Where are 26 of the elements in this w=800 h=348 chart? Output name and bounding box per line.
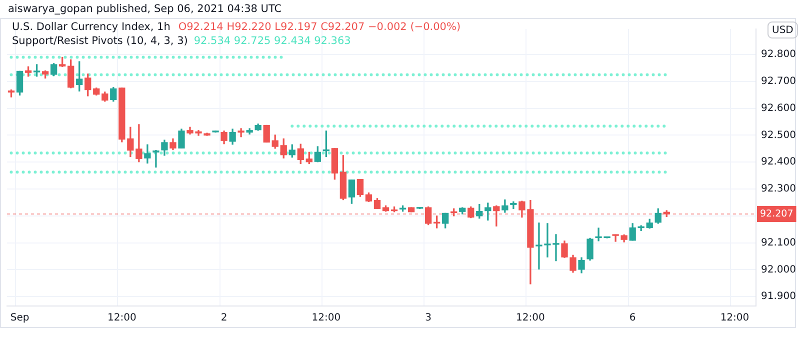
- y-tick-label: 92.300: [761, 184, 796, 195]
- y-tick-label: 92.100: [761, 237, 796, 248]
- x-tick-label: 2: [220, 312, 228, 324]
- y-tick-label: 92.000: [761, 264, 796, 276]
- x-tick-label: Sep: [10, 312, 30, 324]
- x-tick-label: 12:00: [312, 312, 341, 324]
- y-tick-label: 92.500: [761, 130, 796, 141]
- y-tick-label: 92.700: [761, 76, 796, 88]
- text: aiswarya_gopan published, Sep 06, 2021 04:38 UTC: [8, 3, 282, 15]
- ref-line-label: 92.207: [760, 208, 794, 220]
- y-tick-label: 92.600: [761, 102, 796, 114]
- annotation: 92.534 92.725 92.434 92.363: [194, 35, 351, 47]
- candlestick: [152, 150, 160, 168]
- y-tick-label: 92.400: [761, 156, 796, 168]
- annotation: O92.214 H92.220 L92.197 C92.207 −0.002 (−0.00%): [178, 21, 461, 33]
- x-tick-label: 12:00: [720, 312, 750, 324]
- x-tick-label: 12:00: [516, 312, 545, 324]
- x-tick-label: 6: [629, 312, 636, 324]
- y-tick-label: 91.900: [761, 291, 796, 302]
- annotation: Support/Resist Pivots (10, 4, 3, 3): [12, 35, 188, 47]
- x-tick-label: 3: [425, 312, 432, 324]
- candlestick: [238, 128, 244, 138]
- y-tick-label: 92.800: [761, 49, 796, 60]
- y-axis-title: USD: [772, 25, 794, 36]
- chart-title: U.S. Dollar Currency Index, 1h: [12, 21, 170, 33]
- x-tick-label: 12:00: [107, 312, 136, 324]
